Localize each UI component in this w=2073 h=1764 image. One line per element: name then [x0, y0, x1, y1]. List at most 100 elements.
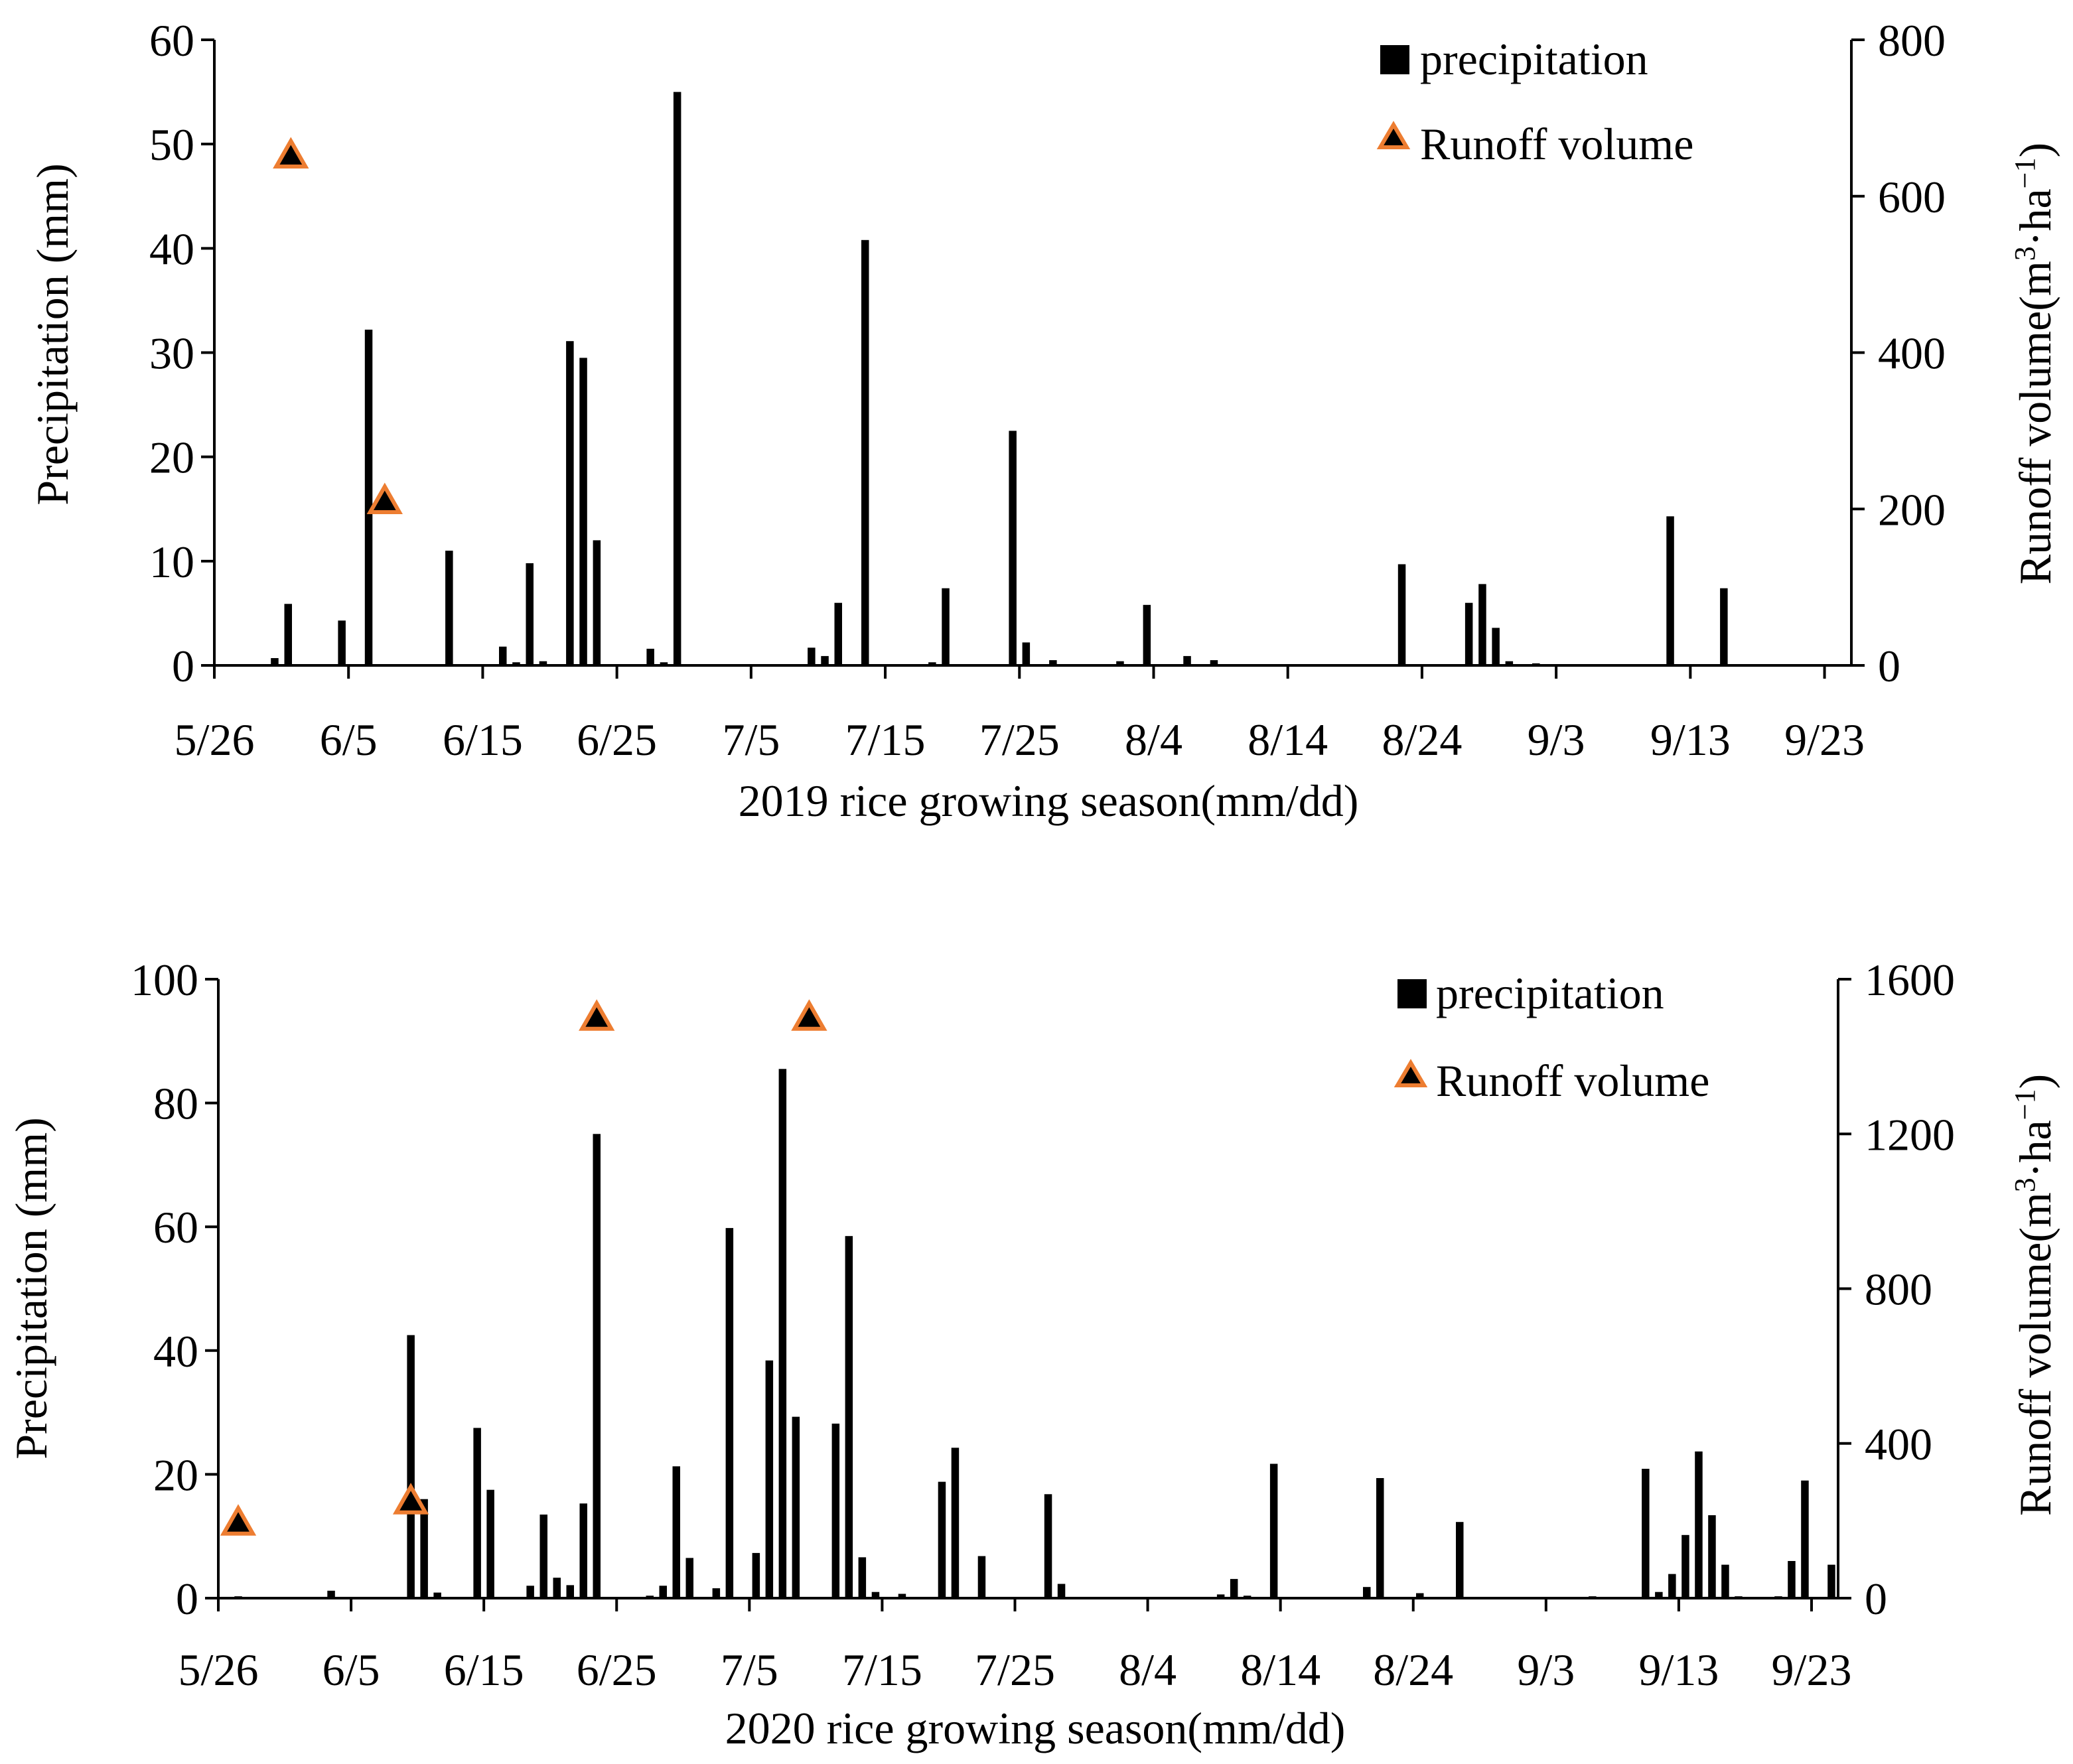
x-tick-label-2019: 7/5 — [722, 714, 780, 765]
precipitation-bar — [539, 661, 547, 665]
y2-tick-label-2020: 800 — [1865, 1264, 1932, 1315]
x-tick-label-2019: 7/25 — [979, 714, 1060, 765]
precipitation-bar — [486, 1489, 494, 1598]
precipitation-bar — [1456, 1522, 1464, 1598]
legend-swatch-runoff-2019 — [1376, 121, 1411, 149]
precipitation-bar — [845, 1236, 853, 1598]
y2-tick-label-2019: 800 — [1878, 15, 1946, 66]
y-tick-label-2020: 40 — [153, 1326, 198, 1377]
precipitation-bar — [553, 1578, 561, 1598]
precipitation-bar — [752, 1552, 760, 1598]
precipitation-bar — [765, 1360, 774, 1598]
precipitation-bar — [593, 540, 601, 665]
precipitation-bar — [1801, 1480, 1809, 1598]
runoff-markers-2019 — [273, 137, 403, 514]
x-tick-label-2019: 9/13 — [1650, 714, 1731, 765]
x-tick-label-2019: 8/4 — [1125, 714, 1182, 765]
precipitation-bar — [659, 1586, 667, 1598]
precipitation-bar — [808, 647, 816, 665]
precipitation-bar — [871, 1592, 880, 1598]
chart-2019-panel: 5/26 6/5 6/15 6/25 7/5 7/15 7/25 8/4 8/14 8/24 9/3… — [27, 15, 2060, 826]
y2-tick-label-2019: 0 — [1878, 641, 1900, 691]
legend-swatch-precipitation-2020 — [1397, 979, 1427, 1008]
precipitation-bar — [1269, 1463, 1278, 1598]
precipitation-bar — [473, 1428, 481, 1598]
y-tick-label-2019: 60 — [149, 15, 194, 66]
precipitation-bars-2019 — [271, 92, 1728, 666]
precipitation-bar — [566, 341, 574, 665]
precipitation-bar — [1478, 584, 1486, 665]
chart-2020-panel: 5/26 6/5 6/15 6/25 7/5 7/15 7/25 8/4 8/14 8/24 9/3… — [6, 955, 2060, 1753]
precipitation-bar — [1492, 628, 1500, 665]
precipitation-bar — [1009, 431, 1017, 665]
x-axis-title-2020: 2020 rice growing season(mm/dd) — [725, 1703, 1346, 1753]
precipitation-bar — [1022, 642, 1031, 665]
precipitation-bar — [861, 239, 869, 665]
precipitation-bar — [1116, 661, 1124, 665]
y-tick-label-2020: 0 — [176, 1574, 198, 1624]
precipitation-bar — [712, 1588, 721, 1598]
y2-tick-label-2020: 1600 — [1865, 955, 1955, 1005]
y2-axis-title-2020: Runoff volume(m3·ha−1) — [2009, 1074, 2060, 1516]
y-tick-label-2019: 50 — [149, 119, 194, 170]
precipitation-bar — [1397, 564, 1406, 665]
precipitation-bar — [327, 1590, 335, 1598]
precipitation-bar — [1376, 1478, 1384, 1598]
precipitation-bar — [821, 655, 829, 665]
precipitation-bar — [1230, 1579, 1238, 1598]
precipitation-bar — [1655, 1592, 1663, 1598]
legend-swatch-runoff-2020 — [1394, 1059, 1428, 1087]
legend-label-runoff-2019: Runoff volume — [1420, 119, 1693, 169]
precipitation-bar — [420, 1499, 428, 1598]
precipitation-bar — [271, 658, 279, 665]
precipitation-bar — [1363, 1587, 1371, 1598]
x-tick-label-2019: 6/15 — [443, 714, 523, 765]
precipitation-bar — [526, 1586, 534, 1598]
precipitation-bar — [1695, 1451, 1703, 1598]
x-tick-label-2019: 7/15 — [845, 714, 926, 765]
y2-tick-label-2020: 1200 — [1865, 1109, 1955, 1160]
x-tick-label-2019: 6/5 — [320, 714, 378, 765]
precipitation-bar — [593, 1134, 601, 1599]
x-tick-label-2019: 8/14 — [1248, 714, 1328, 765]
precipitation-bar — [284, 604, 292, 665]
y-tick-label-2019: 30 — [149, 328, 194, 379]
precipitation-bar — [1668, 1574, 1676, 1598]
x-tick-label-2020: 7/5 — [721, 1645, 778, 1695]
precipitation-bar — [1465, 602, 1473, 665]
precipitation-bar — [1721, 1564, 1729, 1598]
precipitation-bar — [512, 662, 520, 665]
y-tick-label-2020: 80 — [153, 1079, 198, 1129]
precipitation-bar — [1505, 661, 1514, 665]
precipitation-bar — [898, 1594, 906, 1598]
x-tick-label-2020: 8/24 — [1373, 1645, 1453, 1695]
x-tick-label-2020: 7/15 — [842, 1645, 922, 1695]
runoff-marker — [220, 1504, 257, 1536]
precipitation-bar — [928, 662, 936, 665]
tick-labels-2019: 5/26 6/5 6/15 6/25 7/5 7/15 7/25 8/4 8/14 8/24 9/3… — [149, 15, 1946, 765]
precipitation-bar — [951, 1448, 960, 1598]
x-tick-label-2020: 5/26 — [179, 1645, 259, 1695]
precipitation-bar — [1708, 1515, 1716, 1598]
precipitation-bar — [660, 662, 668, 665]
precipitation-bar — [539, 1515, 547, 1598]
precipitation-bar — [1666, 516, 1674, 665]
x-tick-label-2020: 8/4 — [1119, 1645, 1177, 1695]
y2-axis-title-2019: Runoff volume(m3·ha−1) — [2009, 143, 2060, 584]
runoff-marker — [392, 1483, 429, 1515]
precipitation-bar — [579, 358, 587, 665]
precipitation-bar — [725, 1228, 734, 1598]
runoff-marker — [273, 137, 309, 169]
y-tick-label-2019: 0 — [172, 641, 194, 691]
legend-2020: precipitation Runoff volume — [1394, 968, 1709, 1106]
x-tick-label-2019: 5/26 — [175, 714, 255, 765]
y-axis-title-2019: Precipitation (mm) — [27, 163, 78, 506]
precipitation-bar — [685, 1558, 693, 1598]
runoff-marker — [366, 482, 403, 514]
precipitation-bar — [338, 620, 346, 665]
precipitation-bar — [407, 1335, 415, 1598]
precipitation-bar — [1216, 1594, 1225, 1598]
y2-tick-label-2020: 400 — [1865, 1419, 1932, 1469]
precipitation-bar — [499, 646, 507, 665]
